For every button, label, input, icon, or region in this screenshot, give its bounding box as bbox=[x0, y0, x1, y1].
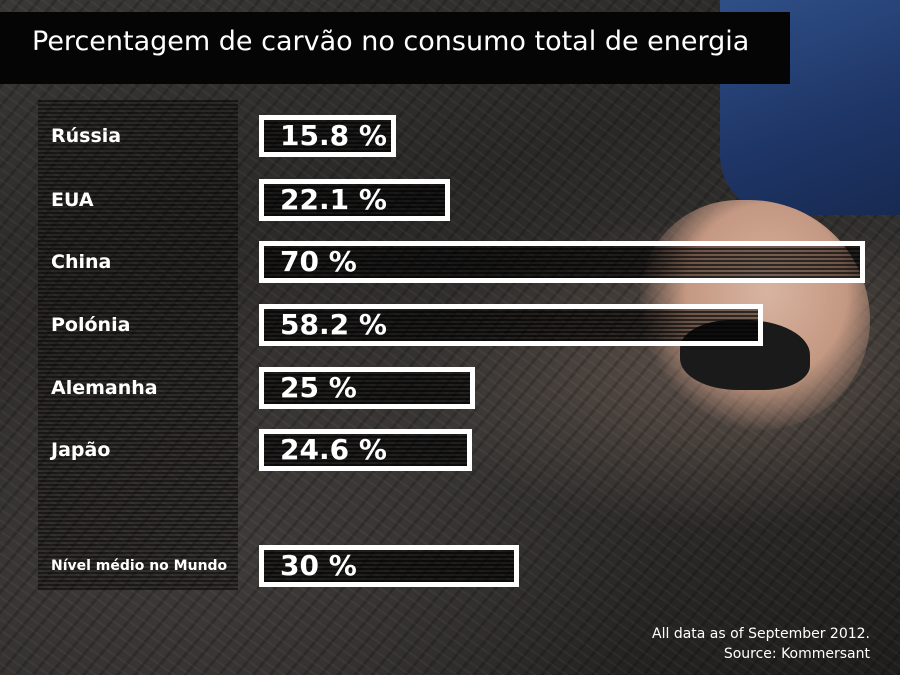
value-label: 25 % bbox=[280, 371, 357, 404]
bar bbox=[259, 304, 763, 346]
bar bbox=[259, 241, 865, 283]
category-label: Japão bbox=[51, 439, 111, 461]
data-date-note: All data as of September 2012. bbox=[652, 626, 870, 642]
category-label: Rússia bbox=[51, 125, 122, 147]
chart-title: Percentagem de carvão no consumo total d… bbox=[32, 26, 750, 57]
category-label: China bbox=[51, 251, 112, 273]
bar bbox=[259, 429, 472, 471]
category-label: Alemanha bbox=[51, 377, 158, 399]
bar bbox=[259, 115, 396, 157]
value-label: 30 % bbox=[280, 549, 357, 582]
value-label: 24.6 % bbox=[280, 433, 387, 466]
label-panel bbox=[38, 100, 238, 590]
title-bar: Percentagem de carvão no consumo total d… bbox=[0, 12, 790, 84]
value-label: 22.1 % bbox=[280, 183, 387, 216]
category-label: Polónia bbox=[51, 314, 131, 336]
footer: All data as of September 2012. Source: K… bbox=[652, 624, 870, 664]
category-label: EUA bbox=[51, 189, 94, 211]
value-label: 58.2 % bbox=[280, 308, 387, 341]
value-label: 70 % bbox=[280, 245, 357, 278]
bar bbox=[259, 179, 450, 221]
source-note: Source: Kommersant bbox=[723, 646, 870, 662]
bar bbox=[259, 545, 519, 587]
category-label: Nível médio no Mundo bbox=[51, 558, 228, 574]
bar bbox=[259, 367, 475, 409]
value-label: 15.8 % bbox=[280, 119, 387, 152]
